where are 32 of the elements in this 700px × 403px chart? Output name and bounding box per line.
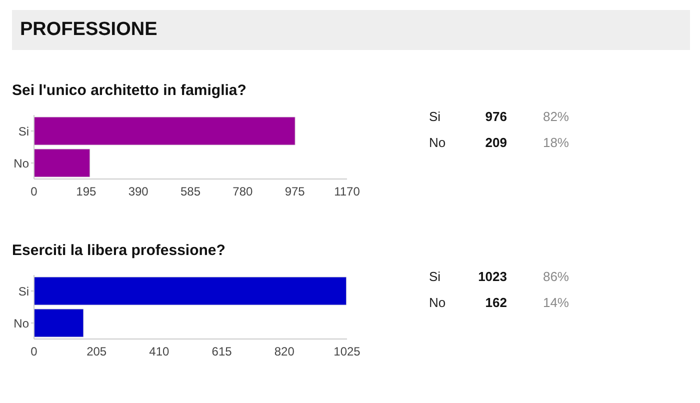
x-tick-label: 1025 [334, 344, 361, 359]
chart-title: PROFESSIONE [12, 10, 690, 50]
x-tick-label: 195 [76, 184, 96, 199]
x-tick-label: 615 [212, 344, 232, 359]
x-tick-label: 780 [232, 184, 253, 199]
text: 14% [542, 294, 570, 312]
x-tick-label: 820 [274, 344, 295, 359]
category-label: No [429, 134, 446, 150]
y-tick-label: No [14, 156, 30, 170]
x-tick-label: 390 [128, 184, 149, 199]
data-label: 209 [484, 134, 508, 152]
x-tick-label: 0 [30, 344, 38, 359]
x-tick-label: 585 [180, 184, 201, 199]
data-label: 1023 [477, 268, 508, 286]
y-tick-label: Si [18, 284, 29, 298]
chart-title: Eserciti la libera professione? [12, 242, 226, 259]
x-tick-label: 1170 [334, 184, 360, 199]
x-tick-label: 205 [86, 344, 107, 359]
data-label: 162 [484, 294, 508, 312]
x-tick-label: 410 [149, 344, 170, 359]
text: 86% [542, 268, 570, 286]
x-tick-label: 975 [284, 184, 306, 199]
category-label: Si [429, 108, 441, 124]
text: 18% [542, 134, 570, 152]
y-tick-label: No [14, 316, 30, 330]
chart-subtitle: Sei l'unico architetto in famiglia? [12, 82, 248, 99]
text: 82% [542, 108, 570, 126]
category-label: No [429, 294, 446, 310]
category-label: Si [429, 268, 441, 284]
y-tick-label: Si [18, 124, 29, 138]
x-tick-label: 0 [30, 184, 38, 199]
data-label: 976 [484, 108, 508, 126]
